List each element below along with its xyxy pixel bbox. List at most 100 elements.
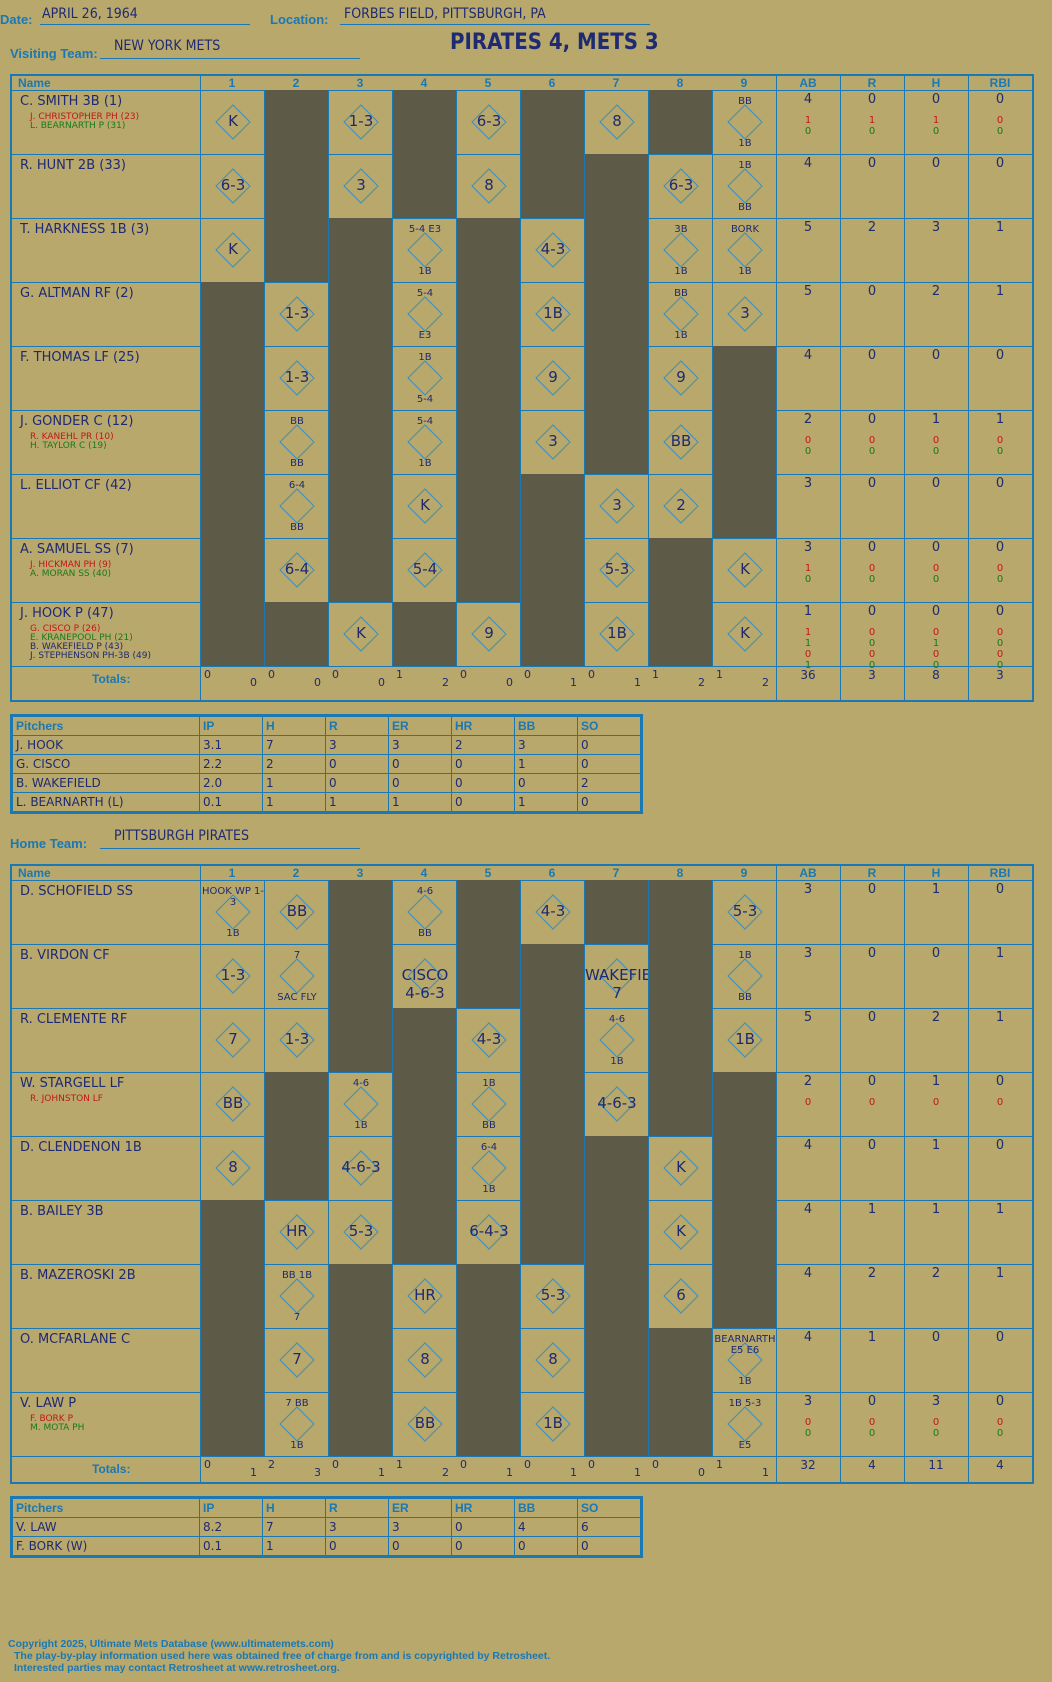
visitors-player-stat: 0 bbox=[995, 476, 1005, 491]
base-diamond bbox=[407, 1406, 443, 1442]
visitors-pitcher-row: J. HOOK 3.1 7 3 3 2 3 0 bbox=[12, 735, 641, 755]
home-play-notation: 1-3 bbox=[284, 1030, 310, 1048]
visitors-play-result: 1B bbox=[738, 138, 752, 149]
visitors-play-result: 1B bbox=[674, 330, 688, 341]
base-diamond bbox=[535, 296, 571, 332]
home-runs-total: 1 bbox=[716, 1458, 723, 1471]
base-diamond bbox=[407, 1342, 443, 1378]
home-pitcher-stat: 0 bbox=[577, 1536, 641, 1556]
visitors-runs-total: 0 bbox=[524, 668, 531, 681]
home-hits-total: 1 bbox=[506, 1466, 513, 1479]
home-inning-cell: 6-4-3 bbox=[456, 1200, 521, 1264]
home-team-stat-total: 4 bbox=[996, 1458, 1004, 1472]
visitors-inning-cell bbox=[520, 154, 585, 218]
footer-copyright: Copyright 2025, Ultimate Mets Database (… bbox=[8, 1638, 334, 1650]
base-diamond bbox=[599, 1086, 635, 1122]
home-player-stat: 3 bbox=[803, 1394, 813, 1409]
visitors-player-stat: 4 bbox=[803, 156, 813, 171]
home-play-notation: 1B bbox=[735, 1030, 755, 1048]
visitors-play-result: 1B bbox=[738, 266, 752, 277]
home-col-line bbox=[1032, 866, 1033, 1482]
visitors-pitcher-stat: 3 bbox=[514, 735, 578, 755]
home-inning-cell: 6 bbox=[648, 1264, 713, 1328]
home-player-stat: 0 bbox=[867, 1138, 877, 1153]
visitors-inning-cell: 9 bbox=[520, 346, 585, 410]
visitors-pitcher-stat: 0 bbox=[451, 792, 515, 812]
home-player-stat: 4 bbox=[803, 1138, 813, 1153]
visitors-runs-total: 1 bbox=[652, 668, 659, 681]
base-diamond bbox=[599, 104, 635, 140]
visitors-pitcher-stat: 0 bbox=[325, 754, 389, 774]
visitors-pitcher-stat: 0 bbox=[388, 773, 452, 793]
visitors-hits-total: 0 bbox=[506, 676, 513, 689]
visitors-inning-cell bbox=[520, 602, 585, 666]
visitors-player-name: G. ALTMAN RF (2) bbox=[20, 286, 134, 301]
visitors-play-result: 1B bbox=[418, 458, 432, 469]
home-inning-cell: 7 bbox=[264, 1328, 329, 1392]
visitors-inning-header: 8 bbox=[676, 76, 684, 90]
base-diamond bbox=[279, 360, 315, 396]
home-inning-cell bbox=[648, 1008, 713, 1072]
visitors-runs-total: 0 bbox=[204, 668, 211, 681]
home-inning-cell bbox=[200, 1328, 265, 1392]
home-play-result: 1B bbox=[226, 928, 240, 939]
visitors-play-result: BB bbox=[290, 458, 304, 469]
home-header-line bbox=[12, 880, 1032, 881]
visitors-player-stat: 1 bbox=[995, 220, 1005, 235]
home-player-stat: 1 bbox=[931, 1074, 941, 1089]
home-inning-cell: 4-6-3 bbox=[584, 1072, 649, 1136]
visitors-player-stat: 0 bbox=[868, 638, 876, 649]
home-play-notation: 4-6-3 bbox=[341, 1158, 381, 1176]
visitors-player-stat: 5 bbox=[803, 220, 813, 235]
home-play-result: 1B bbox=[354, 1120, 368, 1131]
visitors-player-stat: 1 bbox=[804, 627, 812, 638]
visitors-player-stat: 0 bbox=[867, 412, 877, 427]
home-play-result: 1B bbox=[290, 1440, 304, 1451]
visitors-play-notation: 1B bbox=[738, 160, 752, 171]
home-inning-cell bbox=[456, 1264, 521, 1328]
home-player-stat: 0 bbox=[995, 1074, 1005, 1089]
base-diamond bbox=[471, 1214, 507, 1250]
visitors-player-stat: 0 bbox=[931, 604, 941, 619]
visitors-play-notation: 4-3 bbox=[540, 240, 566, 258]
base-diamond bbox=[279, 552, 315, 588]
visitors-inning-cell: 3 bbox=[520, 410, 585, 474]
visitors-player-stat: 5 bbox=[803, 284, 813, 299]
visitors-player-stat: 0 bbox=[932, 446, 940, 457]
home-runs-total: 1 bbox=[396, 1458, 403, 1471]
home-pitching-grid: Pitchers IP H R ER HR BB SO V. LAW 8.2 7 3 3 0 4 6 F. BO… bbox=[12, 1498, 641, 1556]
visitors-inning-cell bbox=[712, 346, 777, 410]
home-inning-cell bbox=[328, 1008, 393, 1072]
visitors-play-notation: 3 bbox=[548, 432, 558, 450]
visitors-player-stat: 0 bbox=[932, 627, 940, 638]
visitors-player-stat: 0 bbox=[868, 563, 876, 574]
visitors-inning-cell bbox=[328, 538, 393, 602]
home-inning-cell bbox=[200, 1200, 265, 1264]
home-pitcher-stat: 8.2 bbox=[199, 1517, 263, 1537]
base-diamond bbox=[407, 488, 443, 524]
home-pitcher-stat: 0 bbox=[451, 1517, 515, 1537]
visitors-player-stat: 0 bbox=[931, 348, 941, 363]
home-player-stat: 0 bbox=[995, 1394, 1005, 1409]
visitors-col-line bbox=[1032, 76, 1033, 700]
visitors-pitching-table: Pitchers IP H R ER HR BB SO J. HOOK 3.1 7 3 3 2 3 0 G. C… bbox=[10, 714, 643, 814]
visitors-col-line bbox=[904, 76, 905, 700]
home-play-notation: 4-3 bbox=[476, 1030, 502, 1048]
base-diamond bbox=[407, 1278, 443, 1314]
home-col-line bbox=[776, 866, 777, 1482]
home-pitcher-stat: 6 bbox=[577, 1517, 641, 1537]
home-inning-cell: 1B BB bbox=[712, 944, 777, 1008]
home-player-name: W. STARGELL LF bbox=[20, 1076, 125, 1091]
home-player-stat: 4 bbox=[803, 1202, 813, 1217]
home-player-name: D. CLENDENON 1B bbox=[20, 1140, 142, 1155]
base-diamond bbox=[215, 1086, 251, 1122]
home-player-stat: 1 bbox=[995, 1202, 1005, 1217]
home-player-name: B. MAZEROSKI 2B bbox=[20, 1268, 136, 1283]
home-inning-cell bbox=[712, 1200, 777, 1264]
home-play-notation: WAKEFIELD 7 bbox=[585, 966, 672, 1002]
visitors-inning-cell: 8 bbox=[584, 90, 649, 154]
visitors-player-stat: 1 bbox=[995, 412, 1005, 427]
home-inning-cell: BB bbox=[264, 880, 329, 944]
visiting-team-underline bbox=[100, 58, 360, 59]
home-inning-cell: 4-6 1B bbox=[328, 1072, 393, 1136]
